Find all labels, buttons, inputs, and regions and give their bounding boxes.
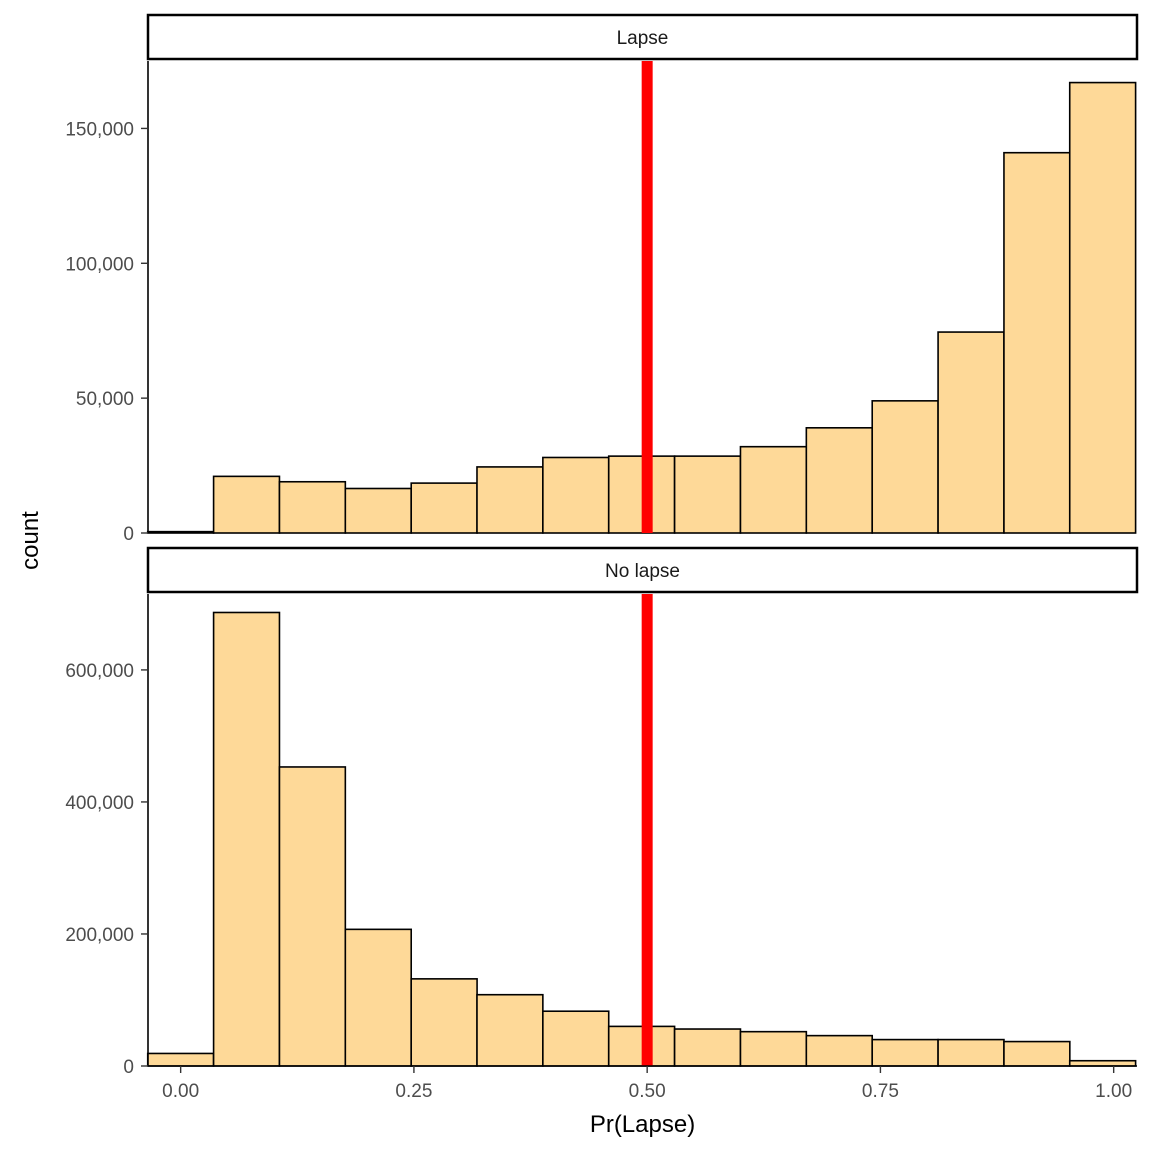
histogram-bar (739, 1030, 808, 1067)
histogram-bar (937, 331, 1005, 534)
facet-strip-label-no-lapse: No lapse (605, 561, 680, 582)
x-tick-label: 1.00 (1095, 1081, 1132, 1102)
y-tick-label: 50,000 (76, 389, 134, 410)
y-tick-label: 400,000 (65, 793, 134, 814)
histogram-bar (476, 993, 544, 1067)
x-axis-title: Pr(Lapse) (590, 1111, 695, 1138)
histogram-bar (871, 400, 939, 534)
x-tick-label: 0.75 (862, 1081, 899, 1102)
facet-strip-no-lapse (146, 546, 1139, 594)
y-tick-label: 200,000 (65, 925, 134, 946)
histogram-bar (212, 611, 281, 1067)
histogram-bar (278, 480, 347, 534)
histogram-bar (805, 427, 874, 534)
y-tick-label: 0 (123, 1057, 134, 1078)
histogram-bar (542, 456, 610, 534)
histogram-bar (344, 928, 413, 1067)
histogram-bar (1003, 151, 1071, 534)
y-tick-label: 100,000 (65, 254, 134, 275)
histogram-bar (607, 455, 676, 534)
y-tick-label: 0 (123, 524, 134, 545)
x-tick-label: 0.25 (395, 1081, 432, 1102)
facet-strip-lapse (146, 13, 1139, 61)
x-tick-label: 0.00 (162, 1081, 199, 1102)
y-axis-title: count (17, 511, 44, 570)
histogram-bar (344, 487, 413, 534)
histogram-bar (410, 978, 478, 1067)
histogram-bar (146, 1052, 215, 1067)
histogram-bar (805, 1034, 874, 1067)
histogram-bar (1003, 1040, 1071, 1067)
histogram-bar (739, 445, 808, 534)
facet-strip-label-lapse: Lapse (617, 28, 669, 49)
histogram-bar (871, 1038, 939, 1067)
histogram-bar (673, 1028, 742, 1067)
histogram-bar (146, 530, 215, 534)
histogram-bar (607, 1025, 676, 1067)
histogram-bar (278, 766, 347, 1067)
y-tick-label: 150,000 (65, 119, 134, 140)
histogram-bar (542, 1010, 610, 1067)
x-tick-label: 0.50 (629, 1081, 666, 1102)
histogram-bar (937, 1038, 1005, 1067)
histogram-bar (1068, 81, 1137, 534)
histogram-bar (673, 455, 742, 534)
histogram-bar (212, 475, 281, 534)
y-tick-label: 600,000 (65, 661, 134, 682)
histogram-bar (410, 482, 478, 534)
histogram-bar (476, 466, 544, 534)
